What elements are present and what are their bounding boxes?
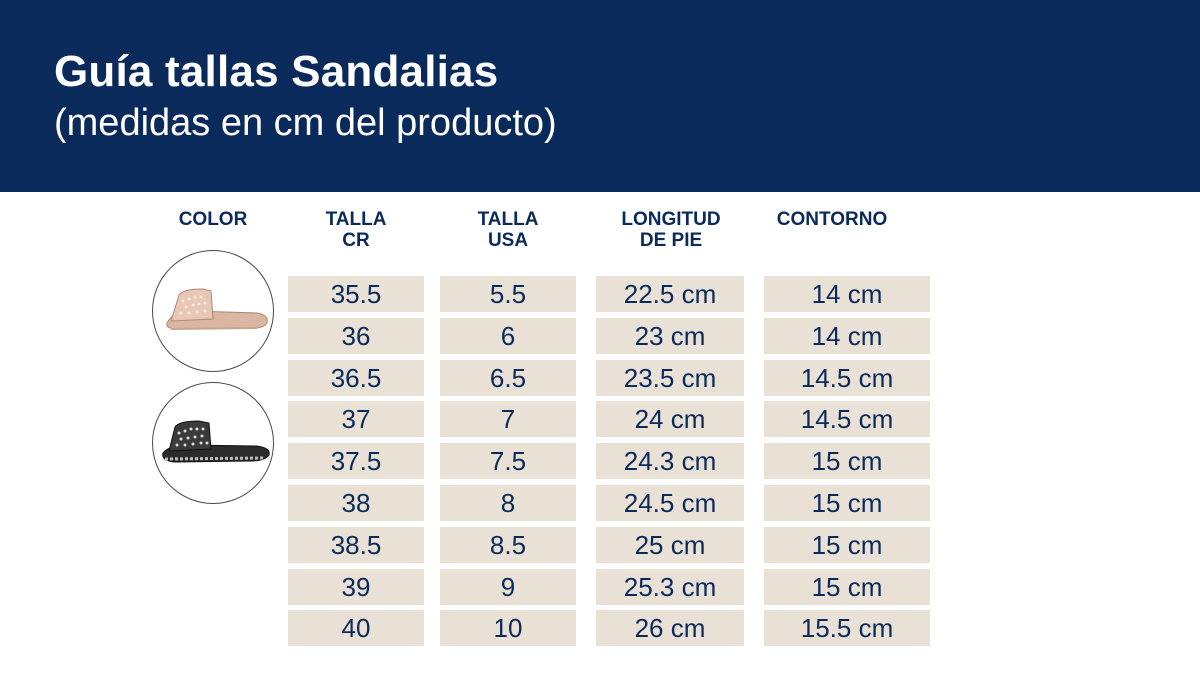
talla-usa-cell: 7 bbox=[440, 401, 576, 438]
talla-usa-cell: 8.5 bbox=[440, 526, 576, 563]
talla-cr-cell: 40 bbox=[288, 610, 424, 647]
contorno-cell: 14 cm bbox=[764, 317, 930, 354]
header-banner: Guía tallas Sandalias (medidas en cm del… bbox=[0, 0, 1200, 192]
talla-cr-cell: 36.5 bbox=[288, 359, 424, 396]
talla-usa-cell: 9 bbox=[440, 568, 576, 605]
column-header-longitud: LONGITUD DE PIE bbox=[621, 209, 721, 251]
contorno-cell: 14 cm bbox=[764, 276, 930, 312]
talla-cr-cell: 36 bbox=[288, 317, 424, 354]
talla-cr-cell: 39 bbox=[288, 568, 424, 605]
longitud-cell: 22.5 cm bbox=[596, 276, 744, 312]
page-subtitle: (medidas en cm del producto) bbox=[54, 102, 557, 144]
black-sandal-icon bbox=[152, 382, 274, 504]
contorno-cell: 15 cm bbox=[764, 443, 930, 480]
longitud-cell: 26 cm bbox=[596, 610, 744, 647]
longitud-cell: 25 cm bbox=[596, 526, 744, 563]
longitud-cell: 24.3 cm bbox=[596, 443, 744, 480]
contorno-cell: 15 cm bbox=[764, 526, 930, 563]
column-header-talla-cr: TALLA CR bbox=[325, 209, 387, 251]
longitud-cell: 23 cm bbox=[596, 317, 744, 354]
column-header-talla-usa: TALLA USA bbox=[477, 209, 539, 251]
longitud-cell: 24.5 cm bbox=[596, 485, 744, 521]
talla-usa-cell: 7.5 bbox=[440, 443, 576, 480]
talla-cr-cell: 38 bbox=[288, 485, 424, 521]
talla-usa-cell: 5.5 bbox=[440, 276, 576, 312]
talla-cr-cell: 37.5 bbox=[288, 443, 424, 480]
contorno-cell: 15.5 cm bbox=[764, 610, 930, 647]
talla-usa-cell: 6 bbox=[440, 317, 576, 354]
contorno-cell: 15 cm bbox=[764, 485, 930, 521]
talla-cr-cell: 35.5 bbox=[288, 276, 424, 312]
talla-usa-cell: 10 bbox=[440, 610, 576, 647]
contorno-cell: 14.5 cm bbox=[764, 401, 930, 438]
talla-cr-cell: 38.5 bbox=[288, 526, 424, 563]
talla-cr-cell: 37 bbox=[288, 401, 424, 438]
contorno-cell: 14.5 cm bbox=[764, 359, 930, 396]
nude-sandal-icon bbox=[152, 250, 274, 372]
longitud-cell: 24 cm bbox=[596, 401, 744, 438]
longitud-cell: 25.3 cm bbox=[596, 568, 744, 605]
column-header-contorno: CONTORNO bbox=[776, 209, 888, 230]
talla-usa-cell: 6.5 bbox=[440, 359, 576, 396]
page-title: Guía tallas Sandalias bbox=[54, 47, 499, 96]
column-header-color: COLOR bbox=[178, 209, 248, 230]
longitud-cell: 23.5 cm bbox=[596, 359, 744, 396]
contorno-cell: 15 cm bbox=[764, 568, 930, 605]
talla-usa-cell: 8 bbox=[440, 485, 576, 521]
